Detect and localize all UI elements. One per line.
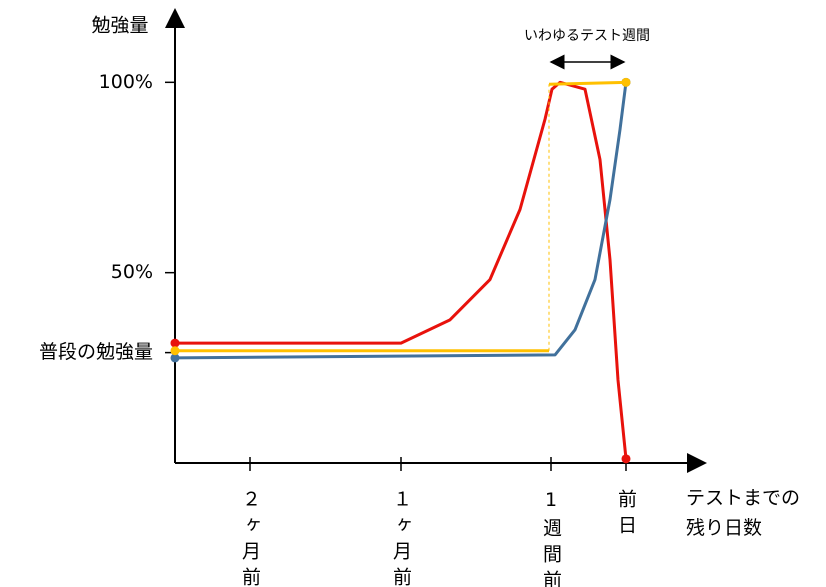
y-tick-label: 100%	[99, 71, 153, 93]
x-tick-label: １ヶ月前	[390, 489, 412, 587]
x-tick-label: ２ヶ月前	[239, 489, 261, 587]
annotation: いわゆるテスト週間	[524, 28, 650, 44]
line	[175, 80, 628, 459]
point	[621, 454, 631, 464]
y-tick-label: 普段の勉強量	[39, 341, 153, 363]
point	[170, 346, 180, 356]
line	[175, 80, 627, 353]
x-tick-label: 1週間前	[540, 489, 562, 587]
x-axis-label: テストまでの残り日数	[686, 487, 801, 539]
point	[170, 338, 180, 348]
line	[174, 82, 628, 360]
point	[170, 353, 180, 363]
y-tick-label: 50%	[111, 261, 153, 283]
y-axis-label: 勉強量	[91, 15, 148, 37]
x-tick-label: 前日	[615, 489, 637, 541]
point	[621, 77, 631, 87]
